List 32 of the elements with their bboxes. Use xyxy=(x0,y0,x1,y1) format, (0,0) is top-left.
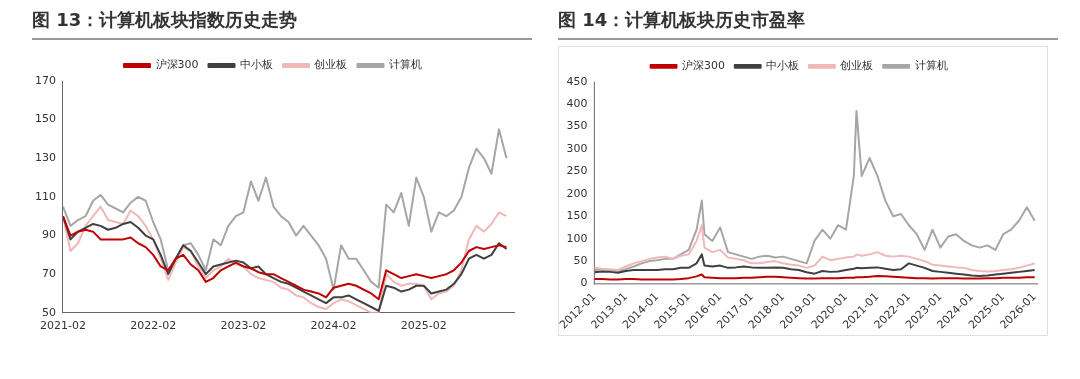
chart-title: 图 14：计算机板块历史市盈率 xyxy=(558,8,1058,40)
y-tick-label: 100 xyxy=(566,231,588,245)
chart-title: 图 13：计算机板块指数历史走势 xyxy=(32,8,532,40)
y-tick-label: 150 xyxy=(566,209,588,223)
y-tick-label: 150 xyxy=(35,112,56,126)
legend-label: 创业板 xyxy=(314,58,348,72)
legend-label: 计算机 xyxy=(389,58,422,72)
legend-label: 计算机 xyxy=(914,59,948,73)
y-tick-label: 130 xyxy=(35,151,56,165)
legend-label: 沪深300 xyxy=(155,58,199,72)
y-tick-label: 400 xyxy=(566,97,588,111)
x-tick-label: 2025-02 xyxy=(400,319,447,333)
legend-label: 中小板 xyxy=(240,58,273,72)
y-tick-label: 170 xyxy=(35,73,56,87)
y-tick-label: 70 xyxy=(42,267,56,281)
y-tick-label: 300 xyxy=(566,141,588,155)
y-tick-label: 450 xyxy=(566,74,588,88)
y-tick-label: 0 xyxy=(580,276,588,290)
y-tick-label: 110 xyxy=(35,189,56,203)
x-tick-label: 2024-02 xyxy=(310,319,357,333)
y-tick-label: 250 xyxy=(566,164,588,178)
y-tick-label: 90 xyxy=(42,228,56,242)
x-tick-label: 2021-02 xyxy=(40,319,86,333)
y-tick-label: 200 xyxy=(566,186,588,200)
y-tick-label: 50 xyxy=(42,305,56,319)
y-tick-label: 50 xyxy=(573,253,588,267)
legend-label: 创业板 xyxy=(840,59,874,73)
legend-label: 中小板 xyxy=(766,59,800,73)
x-tick-label: 2022-02 xyxy=(130,319,177,333)
x-tick-label: 2023-02 xyxy=(220,319,267,333)
legend-label: 沪深300 xyxy=(682,59,725,73)
y-tick-label: 350 xyxy=(566,119,588,133)
